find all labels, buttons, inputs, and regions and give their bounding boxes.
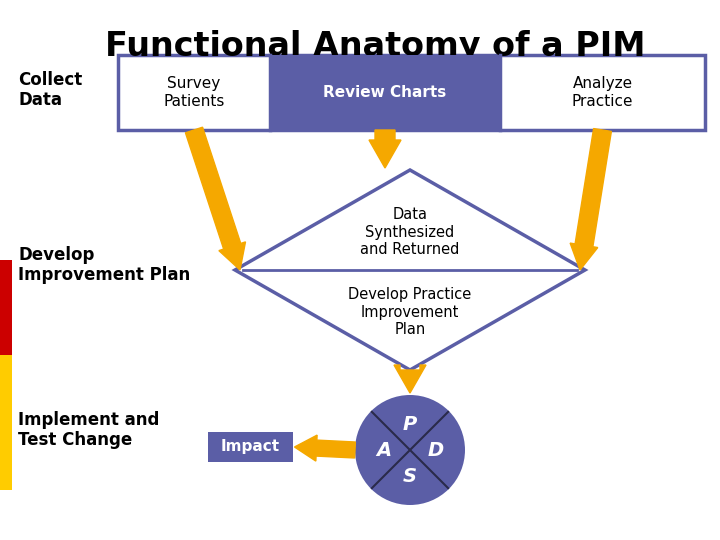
Text: D: D bbox=[428, 441, 444, 460]
FancyArrow shape bbox=[369, 130, 401, 168]
Text: S: S bbox=[403, 467, 417, 485]
FancyBboxPatch shape bbox=[207, 432, 292, 462]
Text: Develop Practice
Improvement
Plan: Develop Practice Improvement Plan bbox=[348, 287, 472, 337]
Text: Data
Synthesized
and Returned: Data Synthesized and Returned bbox=[360, 207, 459, 257]
Bar bbox=[270, 55, 500, 130]
FancyArrow shape bbox=[294, 435, 356, 461]
Text: Impact: Impact bbox=[220, 440, 279, 455]
FancyArrow shape bbox=[394, 365, 426, 393]
Text: Functional Anatomy of a PIM: Functional Anatomy of a PIM bbox=[104, 30, 645, 63]
Circle shape bbox=[355, 395, 465, 505]
Text: P: P bbox=[403, 415, 417, 434]
FancyArrow shape bbox=[186, 127, 246, 270]
Text: Analyze
Practice: Analyze Practice bbox=[572, 76, 634, 109]
Bar bbox=[118, 55, 705, 130]
Bar bbox=[0, 260, 12, 360]
Text: Review Charts: Review Charts bbox=[323, 85, 446, 100]
Bar bbox=[0, 355, 12, 490]
Polygon shape bbox=[235, 170, 585, 370]
Text: Survey
Patients: Survey Patients bbox=[163, 76, 225, 109]
Text: Develop
Improvement Plan: Develop Improvement Plan bbox=[18, 246, 190, 285]
Text: Implement and
Test Change: Implement and Test Change bbox=[18, 410, 159, 449]
FancyArrow shape bbox=[570, 129, 611, 270]
Text: A: A bbox=[377, 441, 392, 460]
Text: Collect
Data: Collect Data bbox=[18, 71, 82, 110]
